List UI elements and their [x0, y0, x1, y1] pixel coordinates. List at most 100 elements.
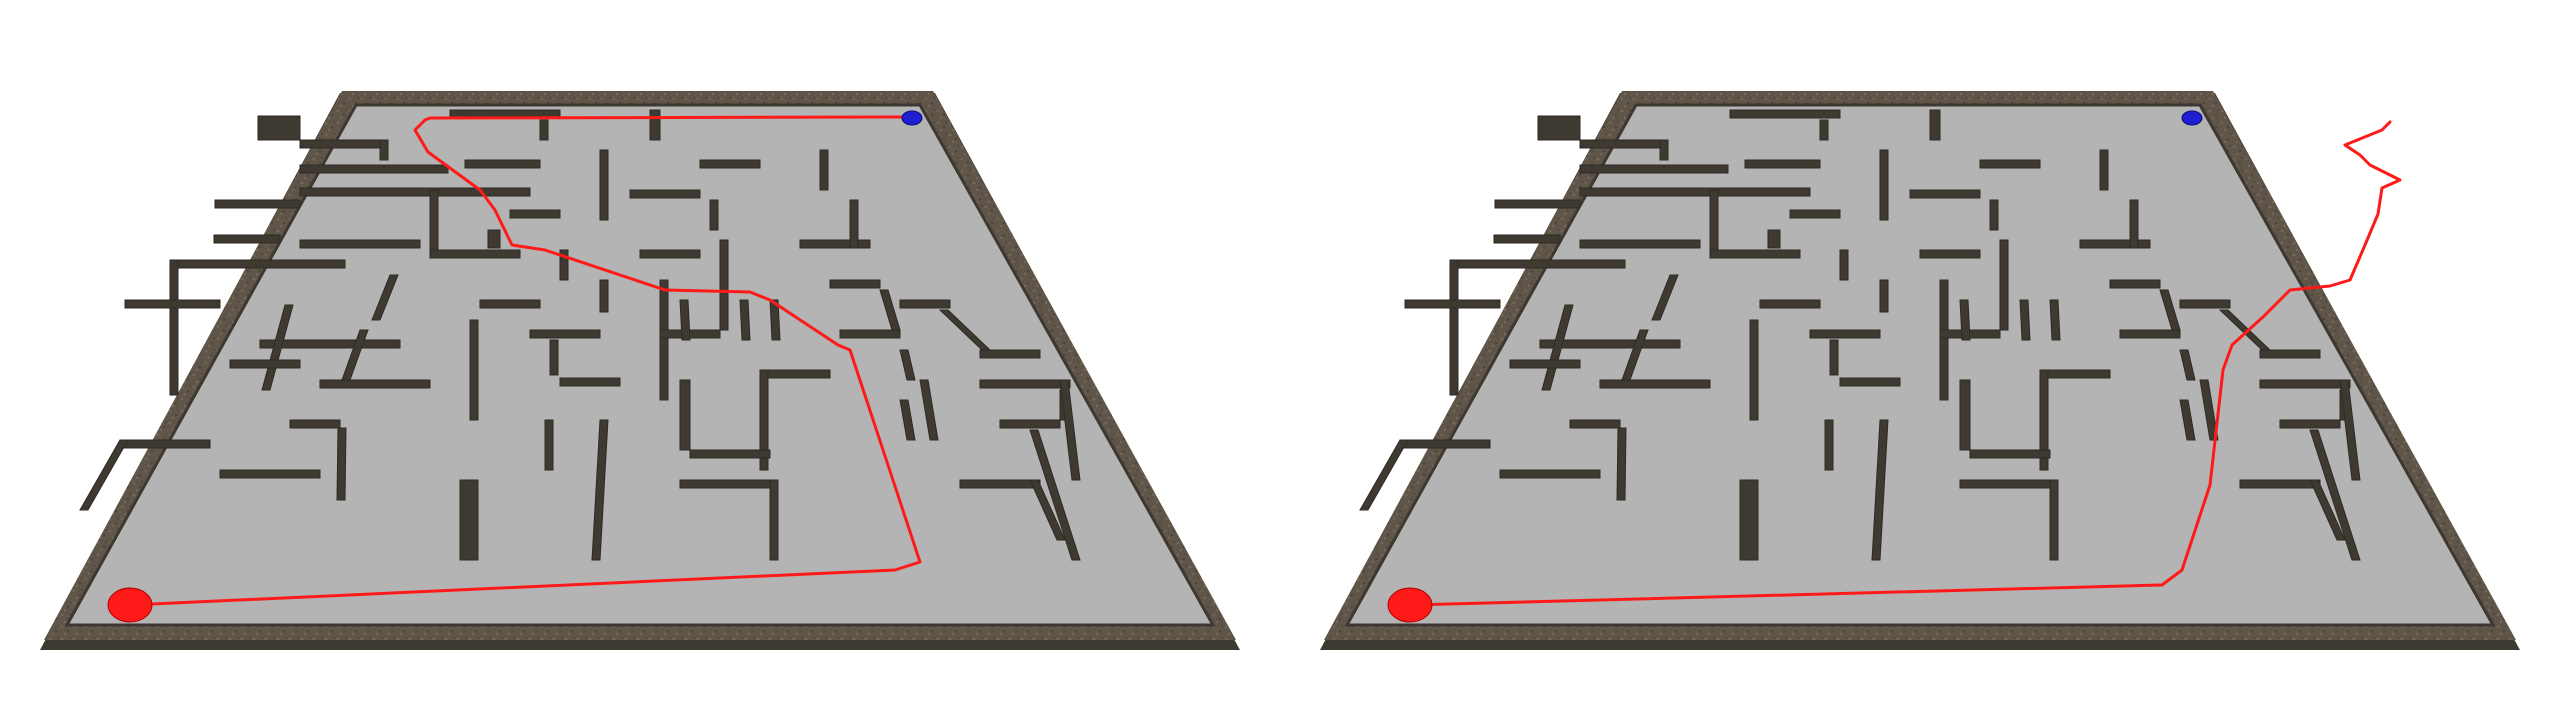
maze-inner-wall	[529, 329, 601, 339]
maze-inner-wall	[1959, 379, 1971, 451]
maze-inner-wall	[1621, 329, 1649, 381]
maze-inner-wall	[79, 439, 129, 511]
maze-inner-wall	[1029, 429, 1081, 561]
maze-inner-wall	[1809, 329, 1881, 339]
maze-inner-wall	[1579, 164, 1729, 174]
maze-inner-wall	[819, 149, 829, 191]
maze-inner-wall	[559, 377, 621, 387]
maze-inner-wall	[2339, 379, 2361, 481]
maze-inner-wall	[1709, 249, 1801, 259]
blue-goal-marker	[901, 110, 923, 126]
maze-inner-wall	[1989, 199, 1999, 231]
maze-inner-wall	[659, 279, 669, 401]
maze-inner-wall	[739, 299, 751, 341]
maze-inner-wall	[2099, 149, 2109, 191]
maze-inner-wall	[1909, 189, 1981, 199]
maze-inner-wall	[1569, 419, 1621, 429]
maze-inner-wall	[1749, 319, 1759, 421]
maze-inner-wall	[1729, 109, 1841, 119]
maze-inner-wall	[119, 439, 211, 449]
maze-inner-wall	[379, 139, 389, 161]
maze-inner-wall	[1929, 109, 1941, 141]
maze-inner-wall	[299, 239, 421, 249]
maze-inner-wall	[1579, 239, 1701, 249]
maze-inner-wall	[341, 329, 369, 381]
maze-inner-wall	[229, 359, 301, 369]
maze-inner-wall	[2309, 429, 2361, 561]
maze-inner-wall	[639, 249, 701, 259]
maze-inner-wall	[219, 469, 321, 479]
maze-inner-wall	[679, 379, 691, 451]
maze-inner-wall	[709, 199, 719, 231]
maze-inner-wall	[769, 479, 779, 561]
maze-inner-wall	[719, 239, 729, 331]
maze-inner-wall	[2129, 199, 2139, 249]
blue-goal-marker	[2181, 110, 2203, 126]
maze-inner-wall	[299, 164, 449, 174]
solution-path-line	[1408, 120, 2402, 607]
maze-inner-wall	[799, 239, 871, 249]
maze-inner-wall	[1919, 249, 1981, 259]
maze-inner-wall	[257, 115, 301, 141]
maze-inner-wall	[429, 249, 521, 259]
maze-inner-wall	[214, 199, 301, 209]
maze-inner-wall	[849, 199, 859, 249]
maze-inner-wall	[1509, 359, 1581, 369]
maze-inner-wall	[1767, 229, 1781, 249]
maze-inner-wall	[2179, 299, 2231, 309]
maze-inner-wall	[2279, 419, 2341, 429]
maze-inner-wall	[1616, 427, 1627, 501]
maze-inner-wall	[1824, 419, 1834, 471]
maze-inner-wall	[1579, 139, 1661, 149]
maze-inner-wall	[299, 139, 381, 149]
maze-inner-wall	[629, 189, 701, 199]
maze-inner-wall	[544, 419, 554, 471]
maze-inner-wall	[429, 189, 439, 251]
maze-inner-wall	[1404, 299, 1501, 309]
maze-inner-wall	[1999, 239, 2009, 331]
maze-inner-wall	[2259, 349, 2321, 359]
maze-inner-wall	[599, 149, 609, 221]
maze-inner-wall	[469, 319, 479, 421]
maze-inner-wall	[549, 339, 559, 376]
maze-inner-wall	[1744, 159, 1821, 169]
maze-inner-wall	[829, 279, 881, 289]
maze-inner-wall	[169, 259, 346, 269]
maze-inner-wall	[2019, 299, 2031, 341]
maze-inner-wall	[2039, 369, 2111, 379]
maze-inner-wall	[769, 299, 781, 341]
maze-floor	[67, 105, 1213, 625]
maze-inner-wall	[649, 109, 661, 141]
maze-inner-wall	[699, 159, 761, 169]
maze-inner-wall	[1059, 379, 1081, 481]
maze-inner-wall	[1494, 199, 1581, 209]
maze-inner-wall	[1879, 279, 1889, 313]
red-start-marker	[107, 587, 153, 623]
maze-floor-edge	[64, 103, 1216, 627]
maze-inner-wall	[464, 159, 541, 169]
maze-inner-wall	[2079, 239, 2151, 249]
maze-inner-wall	[599, 279, 609, 313]
solution-path-line	[128, 115, 922, 607]
maze-inner-wall	[1537, 115, 1581, 141]
maze-inner-wall	[2179, 349, 2196, 381]
maze-inner-wall	[1651, 274, 1679, 321]
maze-inner-wall	[2309, 479, 2346, 541]
maze-inner-wall	[899, 299, 951, 309]
maze-inner-wall	[1359, 439, 1409, 511]
maze-inner-wall	[1879, 149, 1889, 221]
maze-inner-wall	[979, 379, 1071, 389]
maze-inner-wall	[1709, 189, 1719, 251]
maze-inner-wall	[591, 419, 609, 561]
maze-inner-wall	[1493, 234, 1561, 244]
maze-inner-wall	[839, 329, 901, 339]
maze-inner-wall	[2239, 479, 2321, 489]
maze-inner-wall	[999, 419, 1061, 429]
maze-inner-wall	[299, 187, 531, 197]
maze-inner-wall	[487, 229, 501, 249]
maze-inner-wall	[1399, 439, 1491, 449]
maze-inner-wall	[1579, 187, 1811, 197]
maze-inner-wall	[289, 419, 341, 429]
